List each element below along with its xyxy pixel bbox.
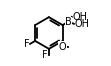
Text: O: O [59, 42, 66, 52]
Text: F: F [43, 50, 48, 60]
Text: OH: OH [74, 19, 89, 29]
Text: B: B [65, 17, 72, 27]
Text: F: F [24, 39, 29, 49]
Text: OH: OH [72, 12, 87, 22]
